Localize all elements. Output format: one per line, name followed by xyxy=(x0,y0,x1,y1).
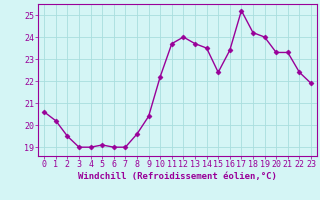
X-axis label: Windchill (Refroidissement éolien,°C): Windchill (Refroidissement éolien,°C) xyxy=(78,172,277,181)
